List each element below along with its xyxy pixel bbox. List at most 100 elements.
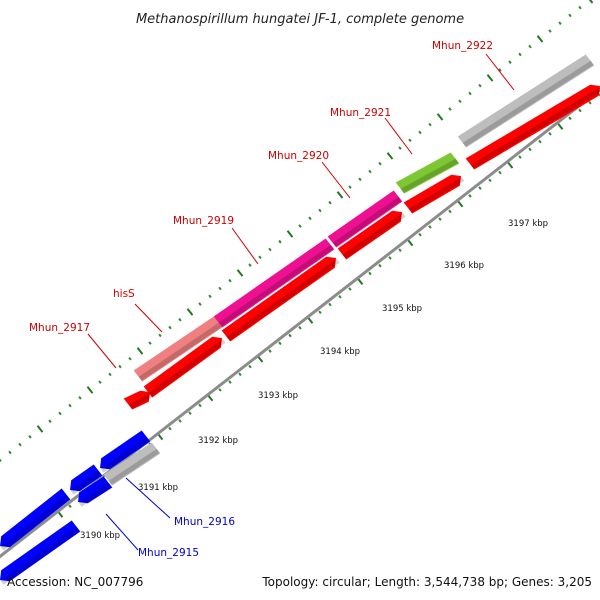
- cds-bar-4-shade: [342, 212, 406, 259]
- inner-tick-mark: [338, 294, 342, 299]
- gene-bar-mhun-2922: [457, 54, 595, 148]
- outer-tick-mark: [278, 239, 282, 244]
- inner-tick-mark: [448, 209, 452, 214]
- outer-tick-mark: [398, 146, 402, 150]
- rev-bar-gray: [103, 442, 161, 486]
- outer-tick-mark: [248, 263, 252, 267]
- gene-bar-mhun-2920-shade: [332, 196, 402, 247]
- inner-tick-mark: [478, 186, 482, 190]
- outer-tick-mark: [48, 419, 52, 423]
- outer-tick-mark: [468, 91, 472, 96]
- cds-bar-1-shade: [128, 392, 154, 409]
- rev-bar-5-shade: [78, 482, 112, 507]
- outer-tick-mark: [528, 44, 532, 49]
- outer-tick-mark: [108, 372, 112, 377]
- gene-bar-mhun-2917-shade: [138, 322, 222, 381]
- inner-tick-mark: [568, 116, 572, 121]
- outer-tick-mark: [408, 138, 412, 143]
- outer-tick-mark: [198, 302, 202, 306]
- cds-bar-6: [465, 84, 600, 170]
- inner-tick-mark: [556, 122, 564, 130]
- cds-bar-4: [337, 210, 402, 260]
- outer-tick-mark: [548, 29, 552, 33]
- gene-label-mhun-2920: Mhun_2920: [268, 150, 329, 162]
- inner-tick-mark: [538, 139, 542, 144]
- outer-tick-mark: [308, 216, 312, 221]
- inner-tick-mark: [228, 380, 232, 384]
- inner-tick-mark: [378, 263, 382, 268]
- outer-tick-mark: [186, 308, 194, 316]
- outer-tick-mark: [158, 333, 162, 338]
- cds-bar-6-shade: [470, 87, 600, 169]
- inner-tick-mark: [518, 155, 522, 159]
- connector-hiss: [134, 303, 163, 333]
- tick-label-3191: 3191 kbp: [138, 483, 178, 493]
- tick-label-3192: 3192 kbp: [198, 436, 238, 446]
- rev-bar-4: [0, 520, 81, 582]
- outer-tick-mark: [558, 21, 562, 26]
- gene-bar-mhun-2917: [133, 316, 223, 382]
- outer-tick-mark: [68, 403, 72, 408]
- connector-mhun-2920: [321, 161, 351, 199]
- connector-mhun-2919: [231, 227, 259, 265]
- outer-tick-mark: [436, 113, 444, 121]
- outer-tick-mark: [118, 364, 122, 369]
- gene-label-mhun-2917: Mhun_2917: [29, 322, 90, 334]
- inner-tick-mark: [398, 248, 402, 252]
- gene-label-mhun-2921: Mhun_2921: [330, 107, 391, 119]
- cds-bar-2: [143, 336, 222, 398]
- outer-tick-mark: [8, 450, 12, 455]
- outer-tick-mark: [588, 0, 594, 4]
- gene-bar-mhun-2920: [327, 190, 403, 248]
- map-title: Methanospirillum hungatei JF-1, complete…: [136, 12, 464, 27]
- outer-tick-ring: [0, 0, 594, 462]
- rev-bar-1-shade: [0, 494, 70, 551]
- inner-tick-mark: [298, 326, 302, 330]
- tick-label-3190: 3190 kbp: [80, 531, 120, 541]
- outer-tick-mark: [218, 286, 222, 291]
- accession-text: Accession: NC_007796: [7, 575, 143, 589]
- inner-tick-mark: [438, 217, 442, 221]
- connector-mhun-2915: [105, 513, 139, 551]
- connector-mhun-2922: [485, 53, 515, 91]
- gene-label-hiss: hisS: [113, 288, 135, 300]
- outer-tick-mark: [128, 356, 132, 361]
- outer-tick-mark: [298, 224, 302, 228]
- outer-tick-mark: [258, 255, 262, 260]
- gene-bar-hiss-shade: [218, 244, 334, 327]
- outer-tick-mark: [386, 152, 394, 160]
- outer-tick-mark: [508, 60, 512, 64]
- outer-tick-mark: [58, 411, 62, 416]
- gene-label-mhun-2922: Mhun_2922: [432, 40, 493, 52]
- inner-tick-mark: [248, 364, 252, 369]
- outer-tick-mark: [518, 52, 522, 57]
- cds-bar-5: [403, 174, 461, 214]
- inner-tick-mark: [428, 225, 432, 229]
- inner-tick-mark: [578, 108, 582, 113]
- rev-bar-3-shade: [100, 436, 150, 473]
- tick-label-3193: 3193 kbp: [258, 391, 298, 401]
- outer-tick-mark: [536, 35, 544, 43]
- inner-tick-mark: [168, 426, 172, 431]
- gene-label-mhun-2916: Mhun_2916: [174, 516, 235, 528]
- outer-tick-mark: [208, 294, 212, 299]
- outer-tick-mark: [328, 200, 332, 205]
- inner-tick-mark: [238, 372, 242, 377]
- cds-bar-3-shade: [226, 258, 340, 341]
- inner-tick-mark: [468, 194, 472, 198]
- inner-tick-mark: [218, 388, 222, 392]
- rev-bar-2-shade: [70, 470, 102, 495]
- inner-tick-mark: [548, 131, 552, 136]
- outer-tick-mark: [368, 169, 372, 174]
- gene-bar-mhun-2922-shade: [462, 60, 594, 147]
- rev-bar-1: [0, 488, 71, 548]
- outer-tick-mark: [98, 380, 102, 384]
- outer-tick-mark: [18, 442, 22, 447]
- outer-tick-mark: [28, 435, 32, 439]
- gene-bar-hiss: [213, 238, 335, 328]
- tick-label-3197: 3197 kbp: [508, 219, 548, 229]
- outer-tick-mark: [0, 458, 2, 462]
- outer-tick-mark: [486, 74, 494, 82]
- inner-tick-mark: [368, 271, 372, 276]
